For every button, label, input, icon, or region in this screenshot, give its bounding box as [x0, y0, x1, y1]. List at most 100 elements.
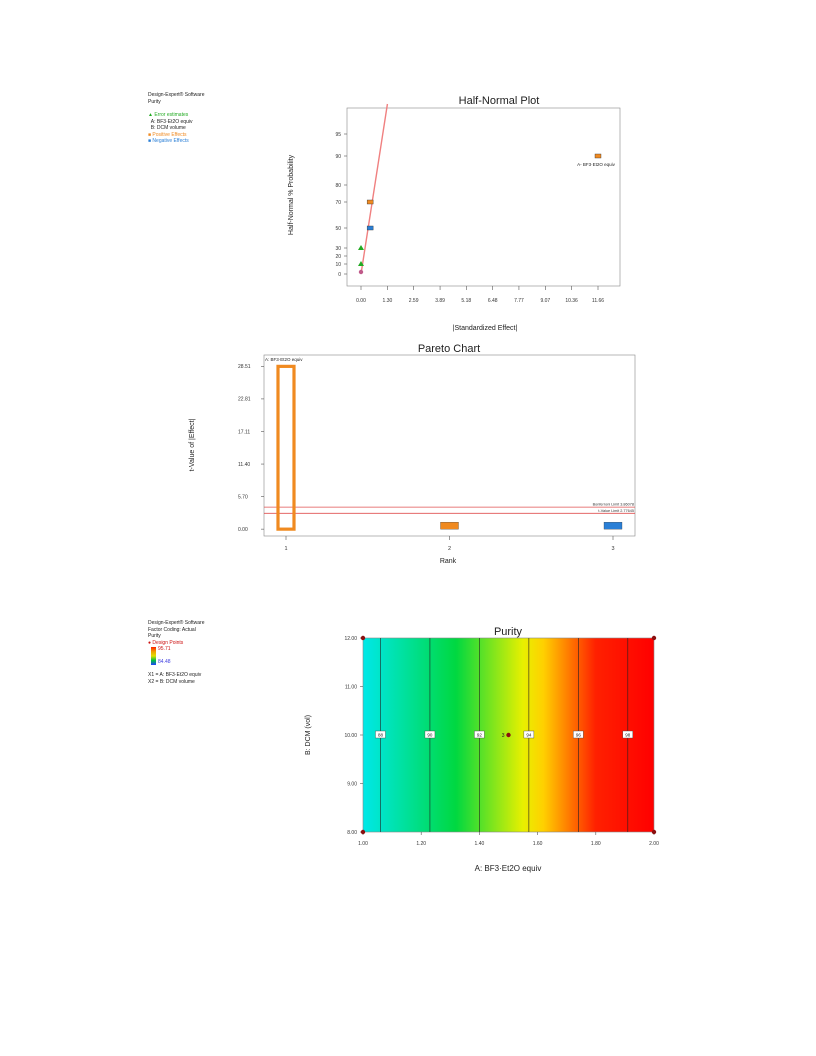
x-tick-label: 0.00	[356, 298, 366, 304]
point-error	[358, 261, 364, 266]
chart-title: Purity	[494, 626, 523, 638]
reference-line-label: t-Value Limit 2.77645	[598, 509, 634, 513]
y-tick-label: 0	[338, 272, 341, 278]
contour-legend: Design-Expert® Software Factor Coding: A…	[148, 620, 204, 685]
point-negative	[366, 225, 374, 231]
legend-factor-a: A: BF3·Et2O equiv	[150, 118, 193, 125]
contour-label-box	[622, 730, 634, 739]
y-axis-label: t-Value of |Effect|	[189, 418, 196, 471]
x-tick-label: 1.40	[475, 841, 485, 847]
x-tick-label: 1.30	[383, 298, 393, 304]
y-axis-label: Half-Normal % Probability	[288, 154, 295, 235]
x-tick-label: 3.89	[435, 298, 445, 304]
y-tick-label: 11.00	[345, 684, 357, 690]
point-label: A- BF3·Et2O equiv	[577, 162, 616, 167]
x-tick-label: 1	[284, 546, 287, 552]
y-tick-label: 10	[335, 262, 341, 268]
pareto-chart: Pareto Chart t-Value of |Effect| Rank 0.…	[189, 343, 636, 565]
contour-label-box	[424, 730, 436, 739]
legend-color-scale: 95.71 84.48	[148, 646, 204, 666]
design-point	[506, 732, 511, 738]
legend-positive-effects: ■ Positive Effects	[148, 131, 187, 138]
fit-line	[360, 103, 389, 275]
y-tick-label: 0.00	[238, 527, 248, 533]
legend-design-points: ● Design Points	[148, 639, 184, 646]
x-tick-label: 5.18	[461, 298, 471, 304]
bar-label: A: BF3·Et2O equiv	[265, 357, 303, 362]
software-label: Design-Expert® Software	[148, 92, 205, 98]
y-tick-label: 80	[335, 183, 341, 189]
y-tick-label: 95	[335, 132, 341, 138]
contour-label: 92	[477, 733, 483, 738]
chart-title: Half-Normal Plot	[459, 95, 540, 107]
contour-label: 94	[526, 733, 532, 738]
y-tick-label: 17.11	[238, 429, 250, 435]
y-tick-label: 50	[335, 226, 341, 232]
contour-label: 88	[378, 733, 384, 738]
design-point	[651, 829, 657, 835]
halfnormal-legend: Design-Expert® Software Purity ▲ Error e…	[148, 92, 204, 145]
y-tick-label: 11.40	[238, 462, 250, 468]
design-point-label: 3	[502, 733, 505, 739]
contour-label: 90	[427, 733, 433, 738]
response-label: Purity	[148, 98, 161, 105]
contour-label: 96	[576, 733, 582, 738]
factor-coding-label: Factor Coding: Actual	[148, 626, 196, 633]
x-tick-label: 2	[448, 546, 451, 552]
color-scale-high: 95.71	[158, 646, 171, 652]
x-tick-label: 10.36	[565, 298, 578, 304]
y-tick-label: 28.51	[238, 364, 251, 370]
software-label: Design-Expert® Software	[148, 620, 205, 626]
y-tick-label: 22.81	[238, 397, 251, 403]
y-tick-label: 5.70	[238, 494, 248, 500]
half-normal-plot: Half-Normal Plot Half-Normal % Probabili…	[288, 95, 621, 332]
y-tick-label: 70	[335, 200, 341, 206]
reference-line-label: Bonferroni Limit 3.86078	[593, 503, 634, 507]
legend-negative-effects: ■ Negative Effects	[148, 138, 189, 144]
color-scale-swatch	[151, 647, 156, 665]
bar	[276, 364, 296, 531]
response-label: Purity	[148, 633, 161, 639]
contour-label-box	[375, 730, 386, 739]
point-positive	[594, 153, 602, 159]
x-tick-label: 1.00	[358, 841, 368, 847]
purity-contour-plot: Purity B: DCM (vol) A: BF3·Et2O equiv 8.…	[305, 626, 659, 873]
x-axis-label: |Standardized Effect|	[453, 325, 518, 332]
bar	[440, 521, 459, 530]
x-tick-label: 1.20	[416, 841, 426, 847]
x1-label: X1 = A: BF3·Et2O equiv	[148, 672, 202, 678]
x-tick-label: 3	[611, 546, 614, 552]
point-error	[358, 269, 364, 275]
x-tick-label: 1.60	[533, 841, 543, 847]
contour-label: 98	[625, 733, 631, 738]
chart-title: Pareto Chart	[418, 343, 480, 355]
contour-label-box	[474, 730, 485, 739]
design-point	[651, 635, 657, 641]
contour-label-box	[523, 730, 535, 739]
plot-frame	[346, 107, 621, 287]
x-axis-label: Rank	[440, 558, 457, 565]
bar	[603, 521, 623, 530]
design-point	[360, 635, 366, 641]
y-tick-label: 8.00	[347, 830, 357, 836]
contour-label-box	[573, 730, 584, 739]
x-tick-label: 2.59	[409, 298, 419, 304]
y-tick-label: 90	[335, 154, 341, 160]
legend-factor-b: B: DCM volume	[150, 125, 186, 131]
y-axis-label: B: DCM (vol)	[305, 715, 312, 755]
legend-error-estimates: ▲ Error estimates	[148, 112, 189, 118]
y-tick-label: 20	[335, 254, 341, 260]
x-tick-label: 11.66	[592, 298, 604, 304]
x-tick-label: 9.07	[540, 298, 550, 304]
x2-label: X2 = B: DCM volume	[148, 678, 195, 685]
x-tick-label: 7.77	[514, 298, 524, 304]
y-tick-label: 9.00	[347, 781, 357, 787]
y-tick-label: 30	[335, 246, 341, 252]
point-positive	[366, 199, 374, 205]
y-tick-label: 12.00	[344, 636, 357, 642]
x-axis-label: A: BF3·Et2O equiv	[475, 864, 542, 873]
x-tick-label: 1.80	[591, 841, 601, 847]
y-tick-label: 10.00	[344, 733, 357, 739]
color-scale-low: 84.48	[158, 659, 171, 665]
x-tick-label: 2.00	[649, 841, 659, 847]
